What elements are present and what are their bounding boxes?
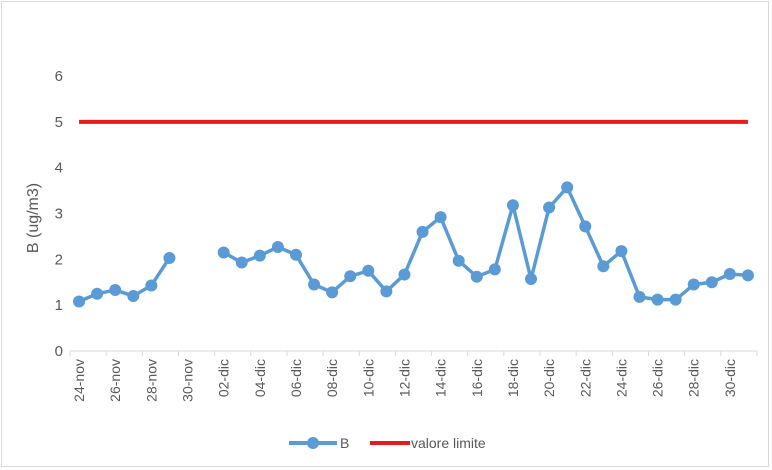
data-point-b	[615, 245, 628, 258]
data-point-b	[705, 276, 718, 289]
data-point-b	[398, 268, 411, 281]
data-point-b	[416, 225, 429, 238]
x-tick-label: 12-dic	[396, 359, 412, 397]
y-tick-label: 0	[55, 343, 63, 360]
data-point-b	[344, 270, 357, 283]
data-point-b	[253, 249, 266, 262]
data-point-b	[452, 254, 465, 267]
data-point-b	[362, 264, 375, 277]
data-point-b	[687, 278, 700, 291]
x-axis-tick-labels: 24-nov 26-nov 28-nov 30-nov 02-dic 04-dic 06-d…	[71, 359, 738, 402]
y-tick-label: 3	[55, 206, 63, 223]
data-point-b	[308, 278, 321, 291]
data-point-b	[109, 284, 122, 297]
data-point-b	[561, 181, 574, 194]
x-tick-label: 20-dic	[541, 359, 557, 397]
x-axis-tickmarks	[69, 351, 758, 356]
x-tick-label: 28-nov	[143, 359, 159, 402]
data-point-b	[669, 293, 682, 306]
series-layer	[73, 119, 754, 308]
y-axis-title: B (ug/m3)	[25, 183, 42, 253]
y-tick-label: 6	[55, 68, 63, 85]
data-point-b	[579, 220, 592, 233]
data-point-b	[506, 199, 519, 212]
data-point-b	[73, 295, 86, 308]
x-tick-label: 26-nov	[107, 359, 123, 402]
y-tick-label: 2	[55, 251, 63, 268]
data-point-b	[434, 211, 447, 224]
x-tick-label: 24-nov	[71, 359, 87, 402]
data-point-b	[326, 286, 339, 299]
data-point-b	[289, 248, 302, 261]
y-tick-label: 4	[55, 160, 63, 177]
legend-label-b: B	[340, 435, 349, 451]
data-point-b	[651, 293, 664, 306]
x-tick-label: 24-dic	[613, 359, 629, 397]
data-point-b	[543, 201, 556, 214]
legend: B valore limite	[289, 435, 486, 451]
y-axis-ticks: 0 1 2 3 4 5 6	[55, 68, 63, 360]
legend-label-valore-limite: valore limite	[411, 435, 486, 451]
x-tick-label: 22-dic	[577, 359, 593, 397]
data-point-b	[633, 290, 646, 303]
x-tick-label: 30-nov	[180, 359, 196, 402]
data-point-b	[597, 260, 610, 273]
series-line-b	[222, 185, 749, 302]
x-tick-label: 02-dic	[216, 359, 232, 397]
data-point-b	[723, 268, 736, 280]
data-point-b	[145, 279, 158, 292]
x-tick-label: 26-dic	[650, 359, 666, 397]
data-point-b	[91, 287, 104, 300]
data-point-b	[525, 273, 538, 286]
data-point-b	[470, 270, 483, 283]
x-tick-label: 14-dic	[433, 359, 449, 397]
x-tick-label: 08-dic	[324, 359, 340, 397]
x-tick-label: 10-dic	[360, 359, 376, 397]
data-point-b	[380, 285, 393, 298]
data-point-b	[271, 240, 284, 253]
data-point-b	[127, 290, 140, 302]
x-tick-label: 04-dic	[252, 359, 268, 397]
data-point-b	[217, 246, 230, 259]
data-point-b	[488, 263, 501, 276]
data-point-b	[235, 256, 248, 269]
x-tick-label: 18-dic	[505, 359, 521, 397]
y-tick-label: 1	[55, 297, 63, 314]
data-point-b	[163, 251, 176, 264]
x-tick-label: 28-dic	[686, 359, 702, 397]
data-point-b	[741, 269, 754, 282]
y-tick-label: 5	[55, 114, 63, 131]
x-tick-label: 06-dic	[288, 359, 304, 397]
legend-marker-b	[307, 437, 319, 449]
x-tick-label: 30-dic	[722, 359, 738, 397]
x-tick-label: 16-dic	[469, 359, 485, 397]
